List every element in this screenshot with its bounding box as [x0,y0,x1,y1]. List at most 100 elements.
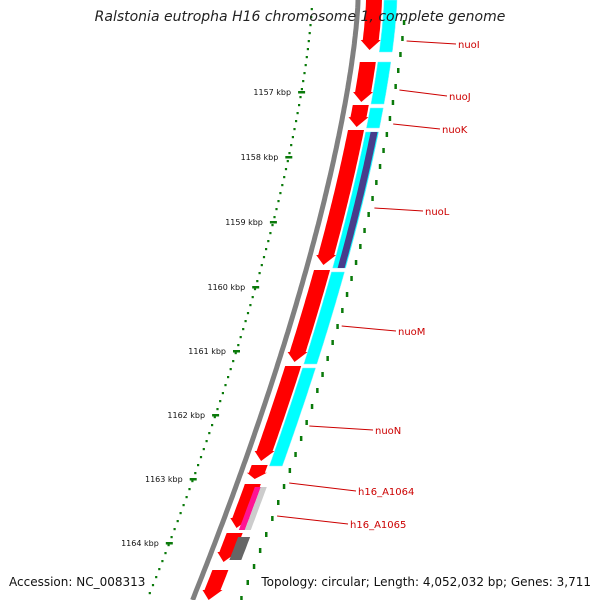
ruler-dot [155,576,158,579]
feature-tick [265,532,268,537]
ruler-tick-label: 1163 kbp [145,475,183,484]
feature-tick [363,228,366,233]
ruler-tick-label: 1161 kbp [188,347,226,356]
feature-tick [399,52,402,57]
feature-block[interactable] [268,367,316,467]
cds-arrow[interactable] [254,366,302,461]
cds-arrow[interactable] [217,533,243,562]
gene-label[interactable]: nuoL [425,207,450,218]
cds-arrow[interactable] [360,0,382,50]
feature-tick [246,580,249,585]
feature-block[interactable] [378,0,398,53]
cds-arrow[interactable] [246,465,268,479]
ruler-dot [213,416,216,419]
feature-tick [331,340,334,345]
feature-block[interactable] [337,132,378,268]
gene-label[interactable]: nuoK [442,125,468,136]
feature-tick [401,36,404,41]
ruler-tick-label: 1160 kbp [207,283,245,292]
cds-arrow[interactable] [287,270,330,362]
feature-block[interactable] [238,487,261,530]
ruler-tick [233,350,240,353]
ruler-dot [293,128,296,131]
feature-tick [391,100,395,105]
ruler-tick [269,221,277,224]
feature-tick [382,148,385,153]
ruler-dot [291,136,294,139]
gene-label[interactable]: h16_A1064 [358,487,414,498]
ruler-tick [189,478,197,481]
ruler-dot [281,184,284,187]
ruler-dot [227,376,230,379]
ruler-dot [284,168,288,171]
ruler-dot [232,360,235,363]
feature-tick [371,196,374,201]
feature-tick [341,308,344,313]
feature-tick [240,596,243,600]
ruler-dot [173,528,176,531]
feature-tick [326,356,329,361]
cds-arrow[interactable] [316,130,364,265]
ruler-dot [179,512,182,515]
ruler-dot [305,56,308,59]
ruler-dot [304,64,307,67]
ruler-dot [260,264,263,267]
feature-tick [294,452,297,457]
cds-arrow[interactable] [353,62,376,102]
feature-block[interactable] [366,107,384,129]
ruler-dot [158,568,161,571]
gene-label[interactable]: h16_A1065 [350,520,406,531]
cds-arrow[interactable] [202,570,229,600]
ruler-dot [271,224,274,227]
ruler-dot [234,352,237,355]
gene-label[interactable]: nuoI [458,40,480,51]
ruler-tick-label: 1157 kbp [253,88,291,97]
ruler-dot [205,440,208,443]
ruler-dot [306,48,309,51]
gene-leader-line [289,482,357,492]
topology-text: Topology: circular; Length: 4,052,032 bp… [261,575,591,589]
ruler-dot [290,144,293,147]
feature-tick [397,68,400,73]
ruler-dot [167,544,170,547]
gene-leader-line [341,325,397,332]
map-title: Ralstonia eutropha H16 chromosome 1, com… [94,9,506,25]
gene-label[interactable]: nuoN [375,426,401,437]
ruler-dot [148,592,151,595]
feature-tick [252,564,256,569]
ruler-dot [224,384,227,387]
feature-tick [271,516,274,521]
ruler-dot [216,408,219,411]
feature-block[interactable] [244,487,267,530]
feature-tick [305,420,308,425]
cds-arrow[interactable] [348,105,369,127]
ruler-dot [309,24,312,27]
ruler-tick [298,91,306,94]
feature-block[interactable] [229,537,251,560]
ruler-dot [253,288,257,291]
ruler-dot [299,96,302,99]
ruler-dot [269,232,272,235]
feature-tick [354,260,358,265]
ruler-dot [300,88,303,91]
ruler-dot [185,496,188,499]
feature-tick [388,116,392,121]
feature-tick [316,388,319,393]
gene-leader-line [393,123,441,130]
feature-block[interactable] [370,61,392,105]
gene-label[interactable]: nuoJ [449,92,471,103]
ruler-dot [303,72,306,75]
ruler-tick-label: 1164 kbp [121,539,159,548]
gene-label[interactable]: nuoM [398,327,425,338]
gene-leader-line [309,425,374,431]
feature-tick [299,436,303,441]
feature-block[interactable] [303,271,345,365]
ruler-dot [164,552,167,555]
feature-tick [282,484,286,489]
ruler-dot [251,296,254,299]
ruler-dot [308,32,311,35]
ruler-dot [296,112,299,115]
ruler-tick [165,542,173,545]
ruler-dot [307,40,310,43]
